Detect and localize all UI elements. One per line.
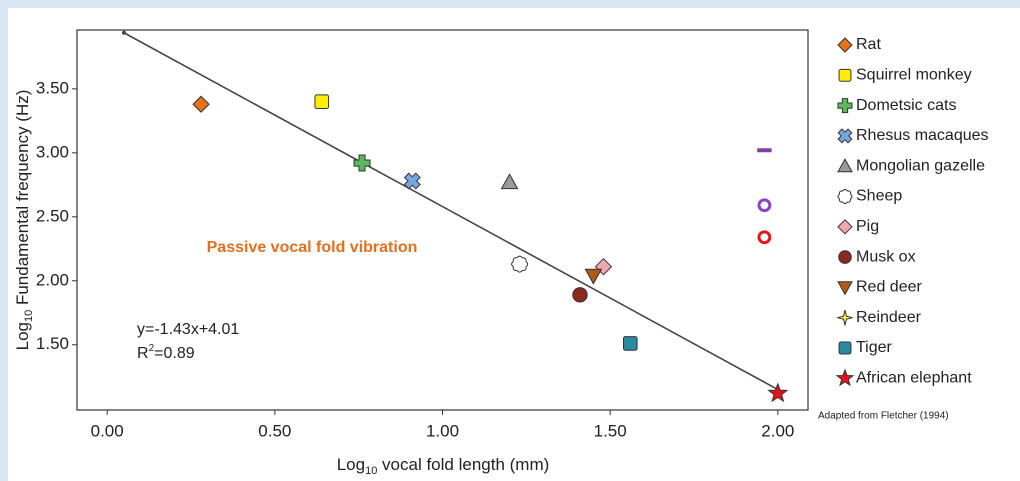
legend-label: Dometsic cats	[856, 97, 956, 114]
legend-marker	[837, 188, 853, 205]
x-label-part: vocal fold length (mm)	[377, 455, 549, 474]
data-point	[757, 148, 772, 153]
legend-label: Tiger	[856, 339, 893, 356]
legend-marker	[835, 368, 855, 387]
legend-label: Musk ox	[856, 248, 916, 265]
data-point	[767, 382, 789, 403]
x-tick-label: 2.00	[761, 421, 794, 440]
data-point	[757, 198, 772, 213]
r2-part: R	[137, 345, 149, 362]
equation: y=-1.43x+4.01	[137, 321, 239, 338]
y-label-part: Fundamental frequency (Hz)	[13, 90, 32, 310]
legend-marker	[838, 250, 852, 264]
legend-label: Rhesus macaques	[856, 127, 989, 144]
legend-label: African elephant	[856, 370, 972, 387]
x-label-part: Log	[337, 455, 365, 474]
data-point	[314, 94, 330, 109]
legend-label: Pig	[856, 218, 879, 235]
data-point	[192, 95, 210, 113]
data-point	[584, 268, 603, 285]
x-label-sub: 10	[365, 465, 377, 477]
y-tick-label: 3.00	[36, 142, 69, 161]
legend-label: Squirrel monkey	[856, 67, 972, 84]
y-tick-label: 3.50	[36, 78, 69, 97]
data-point	[353, 154, 371, 172]
legend-marker	[837, 309, 853, 326]
x-tick-label: 1.50	[594, 421, 627, 440]
data-point	[511, 255, 529, 273]
legend-marker	[837, 37, 853, 53]
legend-marker	[837, 219, 853, 235]
r2-part: =0.89	[154, 345, 195, 362]
data-point	[757, 230, 772, 245]
data-point	[622, 336, 638, 351]
legend-marker	[837, 128, 853, 144]
r2-sup: 2	[149, 343, 155, 354]
legend-marker	[837, 98, 853, 114]
x-tick-label: 0.50	[258, 421, 291, 440]
fit-line	[123, 32, 779, 391]
y-label-sub: 10	[23, 310, 35, 322]
y-tick-label: 2.50	[36, 206, 69, 225]
annotation: Passive vocal fold vibration	[207, 239, 418, 256]
legend-label: Mongolian gazelle	[856, 157, 985, 174]
legend-label: Sheep	[856, 188, 902, 205]
legend-marker	[837, 281, 853, 296]
data-point	[403, 172, 421, 190]
y-tick-label: 1.50	[36, 334, 69, 353]
r-squared: R2=0.89	[137, 343, 195, 363]
y-label-part: Log	[13, 322, 32, 350]
y-tick-label: 2.00	[36, 270, 69, 289]
legend-marker	[838, 68, 852, 82]
source-note: Adapted from Fletcher (1994)	[818, 411, 949, 422]
legend-label: Reindeer	[856, 309, 922, 326]
data-point	[572, 287, 588, 303]
x-axis-label: Log10 vocal fold length (mm)	[337, 455, 550, 476]
chart-background	[8, 8, 1020, 481]
y-axis-label: Log10 Fundamental frequency (Hz)	[13, 90, 34, 351]
data-point	[500, 173, 519, 190]
legend-marker	[838, 341, 852, 355]
x-tick-label: 1.00	[426, 421, 459, 440]
x-tick-label: 0.00	[91, 421, 124, 440]
legend-label: Rat	[856, 36, 881, 53]
fit-start-dot	[121, 30, 126, 35]
legend-label: Red deer	[856, 279, 922, 296]
legend-marker	[837, 158, 853, 173]
